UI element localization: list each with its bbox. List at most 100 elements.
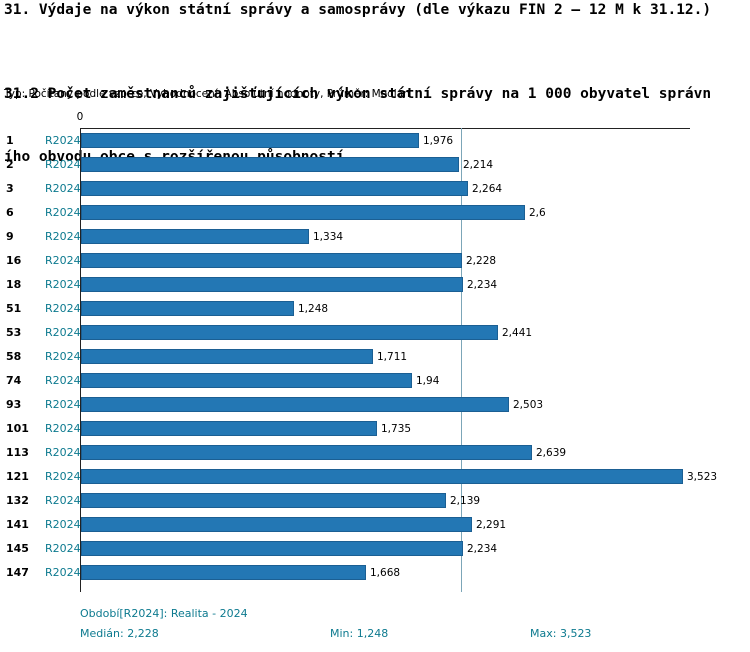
min-stat: Min: 1,248: [330, 627, 389, 640]
row-rank-label: 53: [6, 326, 22, 339]
bar-value-label: 2,291: [476, 519, 507, 531]
bar: [81, 493, 446, 508]
row-series-label: R2024: [45, 182, 81, 195]
bar-row: 1 R2024 1,976: [0, 129, 750, 153]
bar: [81, 397, 509, 412]
bar-row: 9 R2024 1,334: [0, 225, 750, 249]
bar-value-label: 2,264: [472, 183, 503, 195]
axis-zero-label: 0: [76, 111, 84, 123]
indicator-title-line1: 31.2 Počet zaměstnanců zajišťujících výk…: [4, 86, 712, 102]
bar-value-label: 2,228: [466, 255, 497, 267]
bar: [81, 301, 294, 316]
bar: [81, 253, 462, 268]
bar: [81, 565, 366, 580]
row-series-label: R2024: [45, 278, 81, 291]
bar-value-label: 2,639: [536, 447, 567, 459]
bar-row: 16 R2024 2,228: [0, 249, 750, 273]
row-rank-label: 121: [6, 470, 29, 483]
bar: [81, 421, 377, 436]
bar: [81, 133, 419, 148]
row-series-label: R2024: [45, 470, 81, 483]
row-series-label: R2024: [45, 374, 81, 387]
bar-row: 53 R2024 2,441: [0, 321, 750, 345]
bar-row: 141 R2024 2,291: [0, 513, 750, 537]
row-rank-label: 74: [6, 374, 22, 387]
row-series-label: R2024: [45, 158, 81, 171]
row-rank-label: 1: [6, 134, 14, 147]
bar: [81, 469, 683, 484]
bar-value-label: 1,735: [381, 423, 412, 435]
row-series-label: R2024: [45, 254, 81, 267]
row-rank-label: 18: [6, 278, 22, 291]
bar: [81, 205, 525, 220]
bar-row: 2 R2024 2,214: [0, 153, 750, 177]
row-series-label: R2024: [45, 134, 81, 147]
row-rank-label: 51: [6, 302, 22, 315]
row-rank-label: 132: [6, 494, 29, 507]
row-series-label: R2024: [45, 542, 81, 555]
row-rank-label: 113: [6, 446, 29, 459]
row-rank-label: 141: [6, 518, 29, 531]
axis-top-line: [80, 128, 690, 129]
row-series-label: R2024: [45, 422, 81, 435]
bar: [81, 229, 309, 244]
row-rank-label: 2: [6, 158, 14, 171]
period-label: Období[R2024]: Realita - 2024: [80, 607, 248, 620]
row-series-label: R2024: [45, 518, 81, 531]
row-rank-label: 58: [6, 350, 22, 363]
bar-value-label: 2,214: [463, 159, 494, 171]
bar-value-label: 2,139: [450, 495, 481, 507]
row-series-label: R2024: [45, 398, 81, 411]
bar: [81, 445, 532, 460]
bar-rows: 1 R2024 1,976 2 R2024 2,214 3 R2024 2,26…: [0, 129, 750, 585]
bar-row: 74 R2024 1,94: [0, 369, 750, 393]
median-stat: Medián: 2,228: [80, 627, 159, 640]
bar-value-label: 1,94: [416, 375, 440, 387]
bar-value-label: 3,523: [687, 471, 718, 483]
bar-row: 147 R2024 1,668: [0, 561, 750, 585]
bar-row: 121 R2024 3,523: [0, 465, 750, 489]
bar-row: 145 R2024 2,234: [0, 537, 750, 561]
row-rank-label: 101: [6, 422, 29, 435]
row-series-label: R2024: [45, 302, 81, 315]
bar: [81, 277, 463, 292]
row-rank-label: 9: [6, 230, 14, 243]
row-rank-label: 145: [6, 542, 29, 555]
bar: [81, 325, 498, 340]
axis-left-line: [80, 128, 81, 592]
bar-value-label: 2,441: [502, 327, 533, 339]
row-rank-label: 3: [6, 182, 14, 195]
indicator-title: 31.2 Počet zaměstnanců zajišťujících výk…: [4, 42, 711, 189]
bar-value-label: 2,234: [467, 279, 498, 291]
bar-value-label: 2,234: [467, 543, 498, 555]
row-series-label: R2024: [45, 494, 81, 507]
row-series-label: R2024: [45, 230, 81, 243]
bar-row: 3 R2024 2,264: [0, 177, 750, 201]
bar-row: 51 R2024 1,248: [0, 297, 750, 321]
bar-row: 93 R2024 2,503: [0, 393, 750, 417]
bar-chart: 0 1 R2024 1,976 2 R2024 2,214 3 R2024 2,…: [0, 111, 750, 592]
bar-value-label: 1,668: [370, 567, 401, 579]
bar: [81, 541, 463, 556]
bar: [81, 373, 412, 388]
row-series-label: R2024: [45, 350, 81, 363]
row-rank-label: 93: [6, 398, 22, 411]
bar-value-label: 1,248: [298, 303, 329, 315]
bar-value-label: 2,6: [529, 207, 546, 219]
bar-row: 132 R2024 2,139: [0, 489, 750, 513]
row-series-label: R2024: [45, 566, 81, 579]
row-series-label: R2024: [45, 446, 81, 459]
bar-value-label: 1,711: [377, 351, 408, 363]
bar-value-label: 1,976: [423, 135, 454, 147]
max-stat: Max: 3,523: [530, 627, 592, 640]
row-series-label: R2024: [45, 326, 81, 339]
bar: [81, 181, 468, 196]
chart-meta-line: Typ: Počítaný podle vzorce, Vyhodnocení:…: [4, 88, 410, 100]
bar-row: 6 R2024 2,6: [0, 201, 750, 225]
bar: [81, 517, 472, 532]
row-rank-label: 16: [6, 254, 22, 267]
bar: [81, 349, 373, 364]
bar-row: 113 R2024 2,639: [0, 441, 750, 465]
row-rank-label: 6: [6, 206, 14, 219]
